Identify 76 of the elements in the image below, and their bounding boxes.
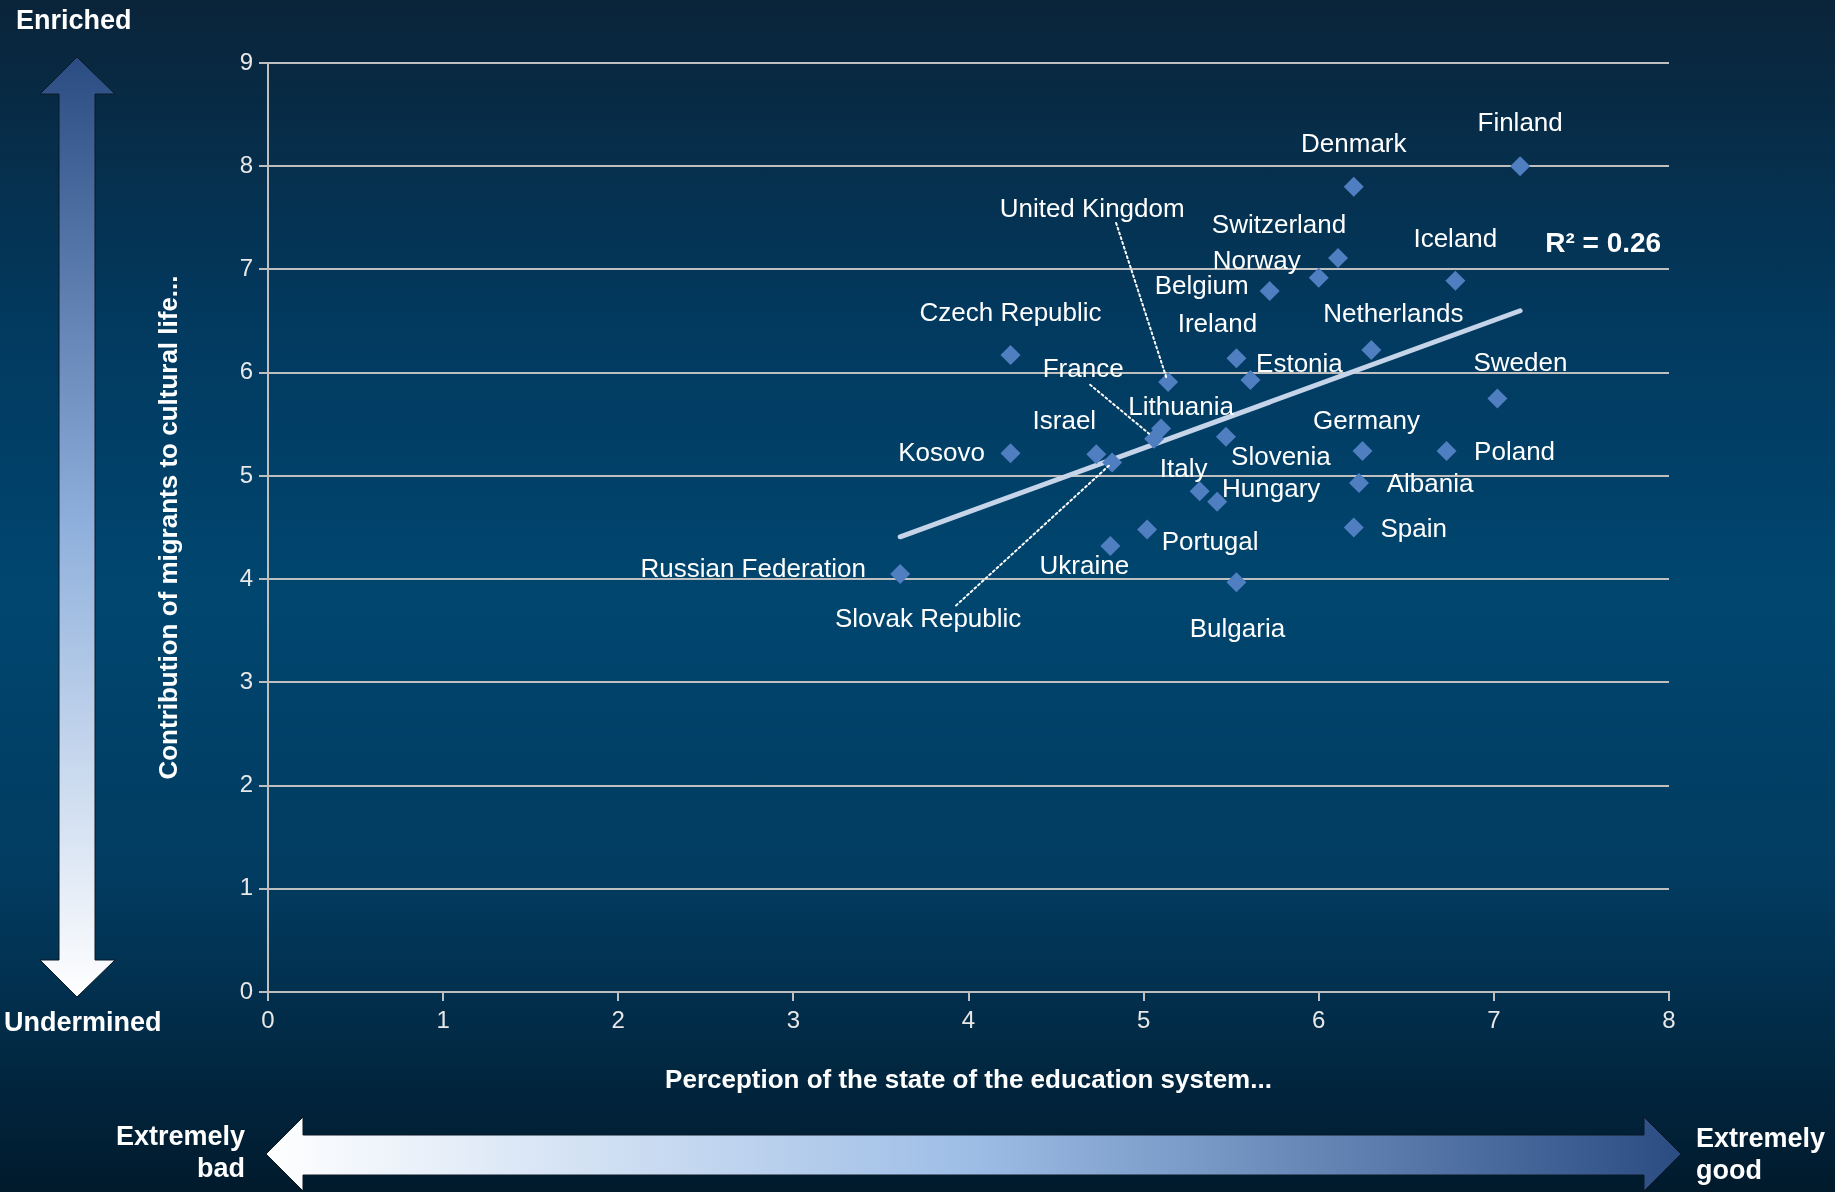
annotation: Hungary: [1222, 472, 1321, 503]
x-tick-label: 6: [1312, 1006, 1326, 1034]
point: [1259, 281, 1280, 302]
annotation: Portugal: [1161, 525, 1259, 556]
point: [1000, 345, 1021, 366]
y-tick-label: 3: [239, 666, 253, 694]
point: [1158, 371, 1179, 392]
x-tick-label: 8: [1662, 1006, 1676, 1034]
y-tick-label: 9: [239, 47, 253, 75]
x-tick-label: 7: [1487, 1006, 1501, 1034]
y-tick-label: 7: [239, 254, 253, 282]
annotation: Slovak Republic: [834, 602, 1022, 633]
point: [1102, 452, 1123, 473]
point: [1226, 348, 1247, 369]
annotation: Kosovo: [898, 437, 985, 468]
annotation: Italy: [1159, 452, 1208, 483]
annotation: Slovenia: [1231, 440, 1332, 471]
annotation: Russian Federation: [640, 553, 866, 584]
y-tick-label: 4: [239, 563, 253, 591]
point: [1215, 426, 1236, 447]
point: [1487, 388, 1508, 409]
annotation: Iceland: [1413, 222, 1498, 253]
text: Extremely bad: [114, 1120, 245, 1184]
annotation: Ukraine: [1039, 550, 1130, 581]
annotation: Poland: [1474, 436, 1556, 467]
x-tick-label: 5: [1136, 1006, 1151, 1034]
annotation: R² = 0.26: [1545, 227, 1662, 259]
annotation: Germany: [1313, 405, 1420, 436]
point: [1510, 156, 1531, 177]
y-tick-label: 2: [239, 770, 253, 798]
point: [1436, 441, 1457, 462]
y-axis-title: Contribution of migrants to cultural life...: [152, 275, 183, 780]
x-tick-label: 2: [611, 1006, 625, 1034]
text: Extremely good: [1696, 1122, 1827, 1186]
x-tick-label: 3: [786, 1006, 801, 1034]
annotation: Lithuania: [1128, 390, 1235, 421]
text: Undermined: [4, 1006, 162, 1038]
annotation: United Kingdom: [999, 193, 1185, 224]
annotation: Netherlands: [1323, 298, 1464, 329]
annotation: Estonia: [1256, 348, 1344, 379]
point: [1349, 473, 1370, 494]
point: [1352, 441, 1373, 462]
annotation: Sweden: [1473, 346, 1568, 377]
point: [1343, 517, 1364, 538]
x-tick-label: 4: [961, 1006, 976, 1034]
point: [890, 563, 911, 584]
point: [1189, 481, 1210, 502]
point: [1343, 176, 1364, 197]
annotation: Switzerland: [1211, 209, 1347, 240]
x-tick-label: 0: [261, 1006, 275, 1034]
y-tick-label: 1: [239, 873, 253, 901]
annotation: Denmark: [1301, 128, 1408, 159]
point: [1445, 270, 1466, 291]
y-tick-label: 8: [239, 150, 253, 178]
point: [1328, 248, 1349, 269]
point: [1086, 444, 1107, 465]
point: [1144, 428, 1165, 449]
point: [1226, 572, 1247, 593]
x-axis-title: Perception of the state of the education system...: [665, 1063, 1272, 1094]
point: [1361, 339, 1382, 360]
y-tick-label: 0: [239, 976, 253, 1004]
text: Enriched: [16, 4, 132, 36]
point: [1308, 267, 1329, 288]
annotation: Israel: [1032, 405, 1097, 436]
x-tick-label: 1: [436, 1006, 450, 1034]
annotation: Czech Republic: [919, 297, 1102, 328]
annotation: Ireland: [1177, 308, 1258, 339]
annotation: Spain: [1380, 512, 1448, 543]
point: [1100, 536, 1121, 557]
point: [1137, 519, 1158, 540]
annotation: Albania: [1386, 468, 1474, 499]
y-tick-label: 6: [239, 357, 253, 385]
y-tick-label: 5: [239, 460, 253, 488]
point: [1000, 443, 1021, 464]
annotation: Bulgaria: [1189, 613, 1286, 644]
annotation: Finland: [1477, 107, 1563, 138]
